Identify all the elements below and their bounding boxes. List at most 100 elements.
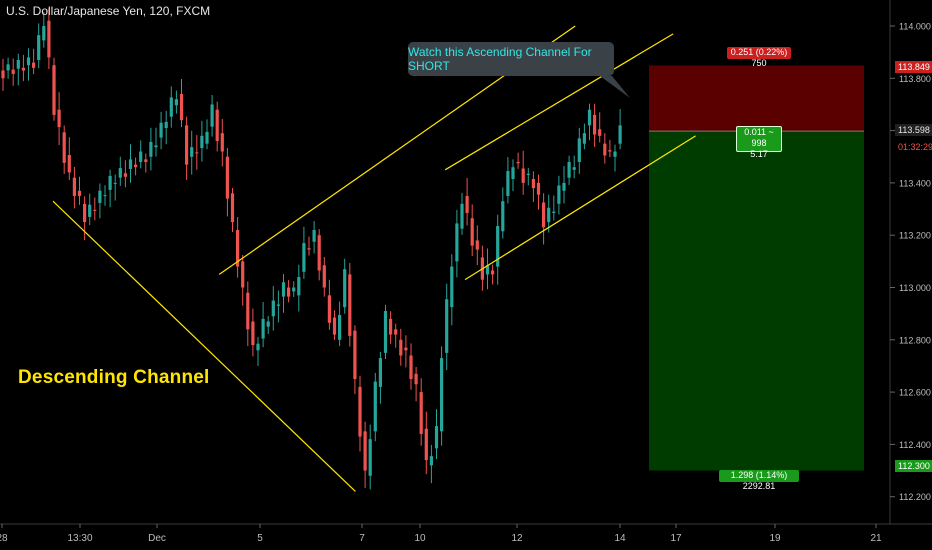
candle (11, 69, 15, 74)
candle (256, 343, 260, 351)
current-price-label: 113.598 (895, 124, 932, 136)
callout-pointer (600, 76, 630, 98)
candle (424, 428, 428, 461)
x-tick-label: 14 (614, 533, 626, 544)
candle (281, 282, 286, 297)
candle (185, 125, 189, 165)
callout-annotation[interactable]: Watch this Ascending Channel For SHORT (408, 42, 614, 76)
candle (276, 304, 280, 306)
trendline-ascending-upper (444, 33, 674, 171)
candle (562, 182, 566, 191)
target-price-label: 112.300 (895, 460, 932, 472)
candle (236, 229, 240, 267)
candle (230, 193, 235, 223)
candle (547, 207, 551, 223)
candle (378, 358, 382, 387)
y-tick-label: 114.000 (899, 22, 931, 32)
candle (587, 109, 592, 126)
candle (251, 321, 255, 346)
candle (21, 67, 25, 71)
candle (526, 173, 530, 176)
candle (506, 171, 510, 196)
candle (52, 65, 56, 115)
candle (338, 314, 342, 340)
y-tick-label: 113.800 (899, 74, 931, 84)
y-tick-label: 113.200 (899, 231, 931, 241)
candle (455, 223, 459, 262)
candle (118, 168, 122, 178)
candle (394, 329, 398, 335)
candle (287, 287, 291, 297)
x-tick-label: 10 (414, 533, 426, 544)
candle (618, 125, 622, 144)
candle (368, 439, 372, 476)
candle (144, 159, 148, 162)
candle (332, 317, 337, 335)
y-tick-label: 112.400 (899, 440, 931, 450)
candle (358, 386, 362, 437)
candle (613, 151, 617, 157)
candle (460, 203, 464, 229)
candle (205, 131, 209, 144)
candle (32, 62, 36, 68)
y-tick-label: 113.000 (899, 283, 931, 293)
candle (83, 203, 87, 223)
candle (190, 147, 194, 157)
x-tick-label: 13:30 (67, 533, 92, 544)
candle (593, 114, 597, 135)
entry-tag-line1: 0.011 ~ 998 (744, 127, 774, 148)
candle (1, 70, 5, 79)
candle (134, 164, 138, 168)
candle (57, 109, 61, 128)
candle (419, 392, 423, 434)
candle (516, 161, 520, 164)
candle (608, 150, 612, 152)
candle (317, 235, 321, 271)
candle (440, 358, 444, 432)
candle (103, 195, 107, 197)
candle (241, 261, 245, 288)
candle (501, 201, 505, 232)
stop-price-label: 113.849 (895, 61, 932, 73)
candle (445, 299, 449, 353)
candle (307, 248, 311, 250)
candle (511, 167, 515, 179)
candle (348, 274, 352, 336)
candle (399, 339, 403, 356)
candle (297, 277, 301, 296)
candle (200, 135, 204, 149)
candle (67, 155, 71, 173)
candle (567, 161, 571, 178)
x-tick-label: 7 (359, 533, 365, 544)
candle (93, 209, 97, 211)
entry-tag-line2: 5.17 (750, 149, 768, 159)
candle (496, 226, 500, 267)
candle (98, 190, 102, 203)
candle (154, 145, 158, 148)
x-tick-label: 12 (511, 533, 523, 544)
candle (6, 64, 10, 71)
candle (521, 168, 525, 183)
candle (215, 109, 219, 142)
x-tick-label: 17 (670, 533, 682, 544)
candle (149, 141, 153, 157)
symbol-title: U.S. Dollar/Japanese Yen, 120, FXCM (6, 4, 211, 18)
candle (292, 287, 296, 292)
candle (404, 347, 408, 351)
candle (603, 143, 607, 156)
candle (37, 35, 41, 60)
candle (322, 265, 326, 288)
x-tick-label: 19 (769, 533, 781, 544)
trendline-descending-lower (52, 200, 356, 492)
candle (139, 151, 143, 162)
candle (343, 269, 347, 308)
candle (16, 59, 20, 69)
candle (542, 202, 546, 228)
candle (327, 295, 331, 323)
candle (72, 177, 76, 196)
candle (491, 270, 495, 275)
candle (169, 97, 173, 117)
y-tick-label: 113.400 (899, 178, 931, 188)
